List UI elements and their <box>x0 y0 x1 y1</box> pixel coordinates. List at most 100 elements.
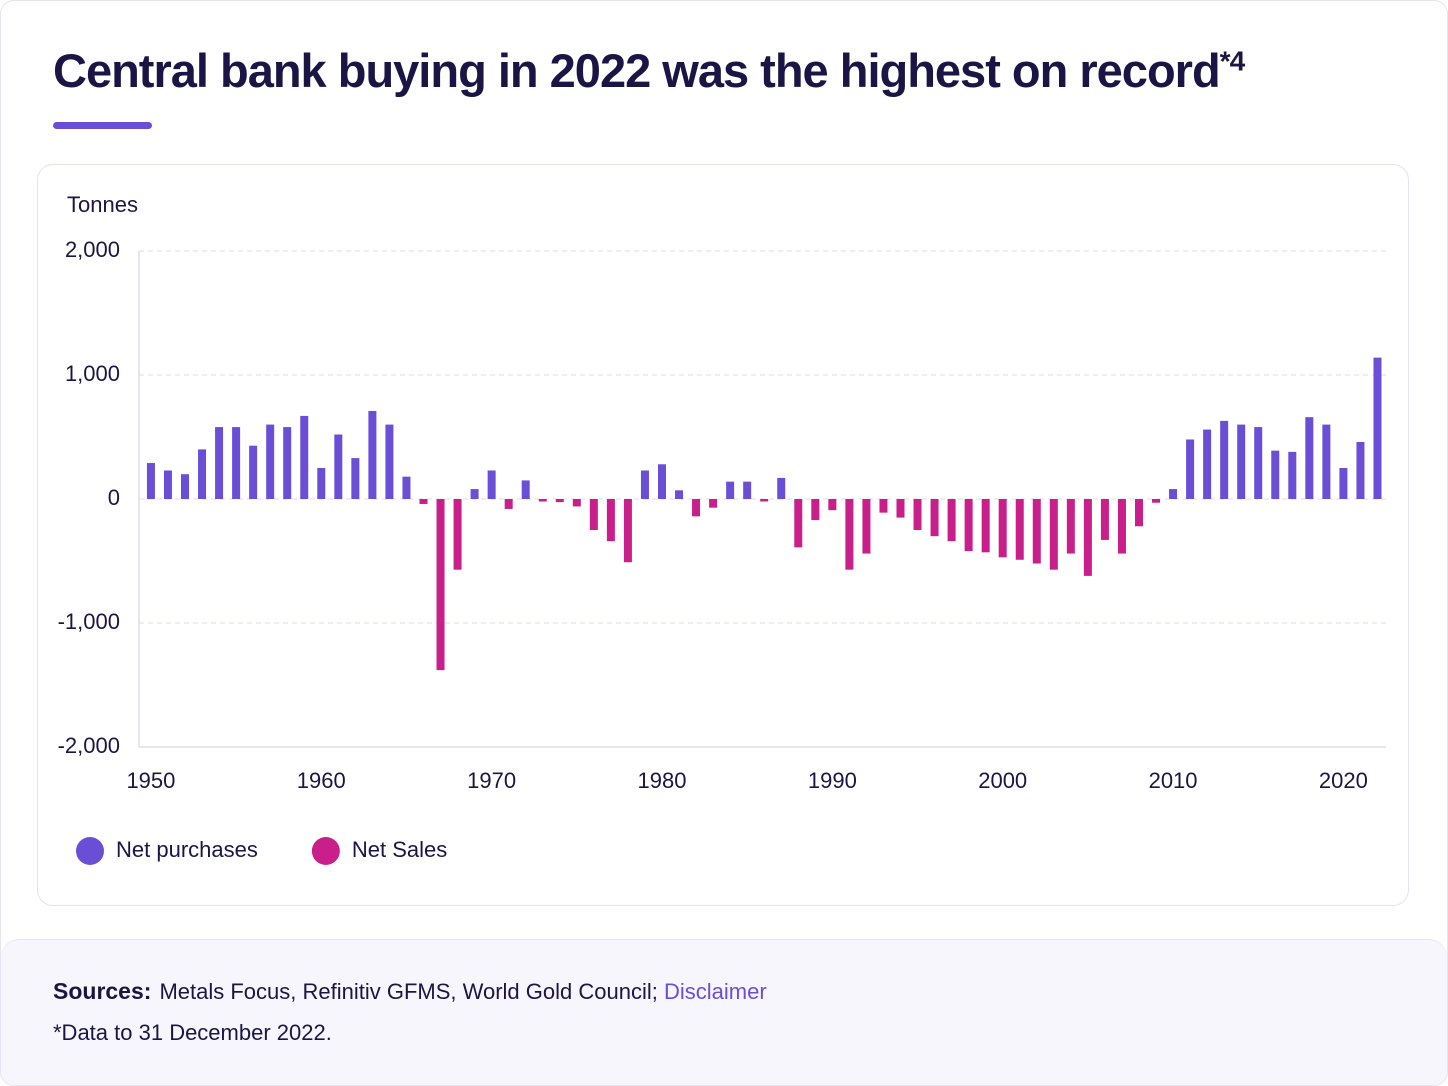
chart-card <box>37 164 1409 906</box>
bar <box>1288 451 1297 499</box>
bar <box>1049 499 1058 570</box>
sources-text: Metals Focus, Refinitiv GFMS, World Gold… <box>159 979 658 1004</box>
bar <box>845 499 854 570</box>
bar <box>351 458 360 499</box>
bar <box>402 476 411 499</box>
legend-label: Net purchases <box>116 837 258 862</box>
bar <box>146 463 155 499</box>
bar <box>1117 499 1126 554</box>
x-tick-label: 2020 <box>1319 768 1368 793</box>
y-tick-label: 1,000 <box>65 361 120 386</box>
bar <box>1220 420 1229 499</box>
footnote: *Data to 31 December 2022. <box>53 1020 332 1045</box>
bar <box>1305 417 1314 499</box>
bar <box>879 499 888 513</box>
bar <box>675 490 684 499</box>
bar <box>692 499 701 517</box>
bar <box>180 474 189 499</box>
bar <box>215 427 224 499</box>
bar <box>640 470 649 499</box>
bar <box>1254 427 1263 499</box>
bar <box>1186 439 1195 499</box>
bar <box>726 481 735 499</box>
bar <box>947 499 956 542</box>
bar <box>1152 499 1161 503</box>
bar <box>572 499 581 507</box>
bar <box>266 424 275 499</box>
bar <box>1169 489 1178 499</box>
bar <box>964 499 973 552</box>
x-tick-label: 2000 <box>978 768 1027 793</box>
x-tick-label: 1990 <box>808 768 857 793</box>
bar <box>198 449 207 499</box>
bar <box>1203 429 1212 499</box>
bar <box>555 499 564 503</box>
title: Central bank buying in 2022 was the high… <box>53 43 1245 98</box>
bar <box>777 477 786 499</box>
bar <box>1100 499 1109 540</box>
legend-swatch <box>76 837 104 865</box>
bar <box>1032 499 1041 564</box>
y-tick-label: -1,000 <box>58 609 120 634</box>
footer: Sources: Metals Focus, Refinitiv GFMS, Wo… <box>1 939 1447 1085</box>
bar <box>828 499 837 511</box>
bar <box>317 468 326 499</box>
bar <box>1356 441 1365 499</box>
title-rule <box>53 122 152 129</box>
bar <box>334 434 343 499</box>
bar <box>521 480 530 499</box>
bar <box>283 427 292 499</box>
bar <box>1339 468 1348 499</box>
bar <box>913 499 922 530</box>
y-tick-label: -2,000 <box>58 733 120 758</box>
bar <box>419 499 428 504</box>
bar <box>436 499 445 671</box>
bar <box>623 499 632 563</box>
sources-label: Sources: <box>53 978 152 1004</box>
bar <box>538 499 547 502</box>
bar <box>453 499 462 570</box>
x-tick-label: 1970 <box>467 768 516 793</box>
x-tick-label: 1980 <box>638 768 687 793</box>
bar <box>1322 424 1331 499</box>
bar <box>1134 499 1143 527</box>
bar <box>589 499 598 530</box>
bar <box>163 470 172 499</box>
bar <box>1373 357 1382 499</box>
bar <box>232 427 241 499</box>
bar <box>249 445 258 499</box>
bar <box>794 499 803 548</box>
bar <box>1237 424 1246 499</box>
bar <box>862 499 871 554</box>
bar <box>998 499 1007 558</box>
bar <box>385 424 394 499</box>
bar <box>504 499 513 509</box>
y-tick-label: 0 <box>108 485 120 510</box>
bar <box>606 499 615 542</box>
sources: Sources: Metals Focus, Refinitiv GFMS, Wo… <box>53 978 767 1005</box>
y-axis-label: Tonnes <box>67 192 138 217</box>
bar <box>487 470 496 499</box>
legend-swatch <box>311 837 340 865</box>
bar <box>300 415 309 499</box>
title-text: Central bank buying in 2022 was the high… <box>53 44 1221 97</box>
disclaimer-link[interactable]: Disclaimer <box>663 979 767 1004</box>
title-note: *4 <box>1219 45 1245 77</box>
bar <box>930 499 939 537</box>
bar <box>1015 499 1024 560</box>
bar <box>896 499 905 518</box>
bar <box>1271 450 1280 499</box>
x-tick-label: 1950 <box>126 768 175 793</box>
bar <box>981 499 990 553</box>
bar <box>709 499 718 508</box>
bar <box>811 499 820 521</box>
legend-label: Net Sales <box>352 837 447 862</box>
bar <box>368 410 377 499</box>
y-tick-label: 2,000 <box>65 237 120 262</box>
bar <box>1066 499 1075 554</box>
bar <box>760 499 769 502</box>
bar <box>1083 499 1092 576</box>
bar <box>657 464 666 499</box>
